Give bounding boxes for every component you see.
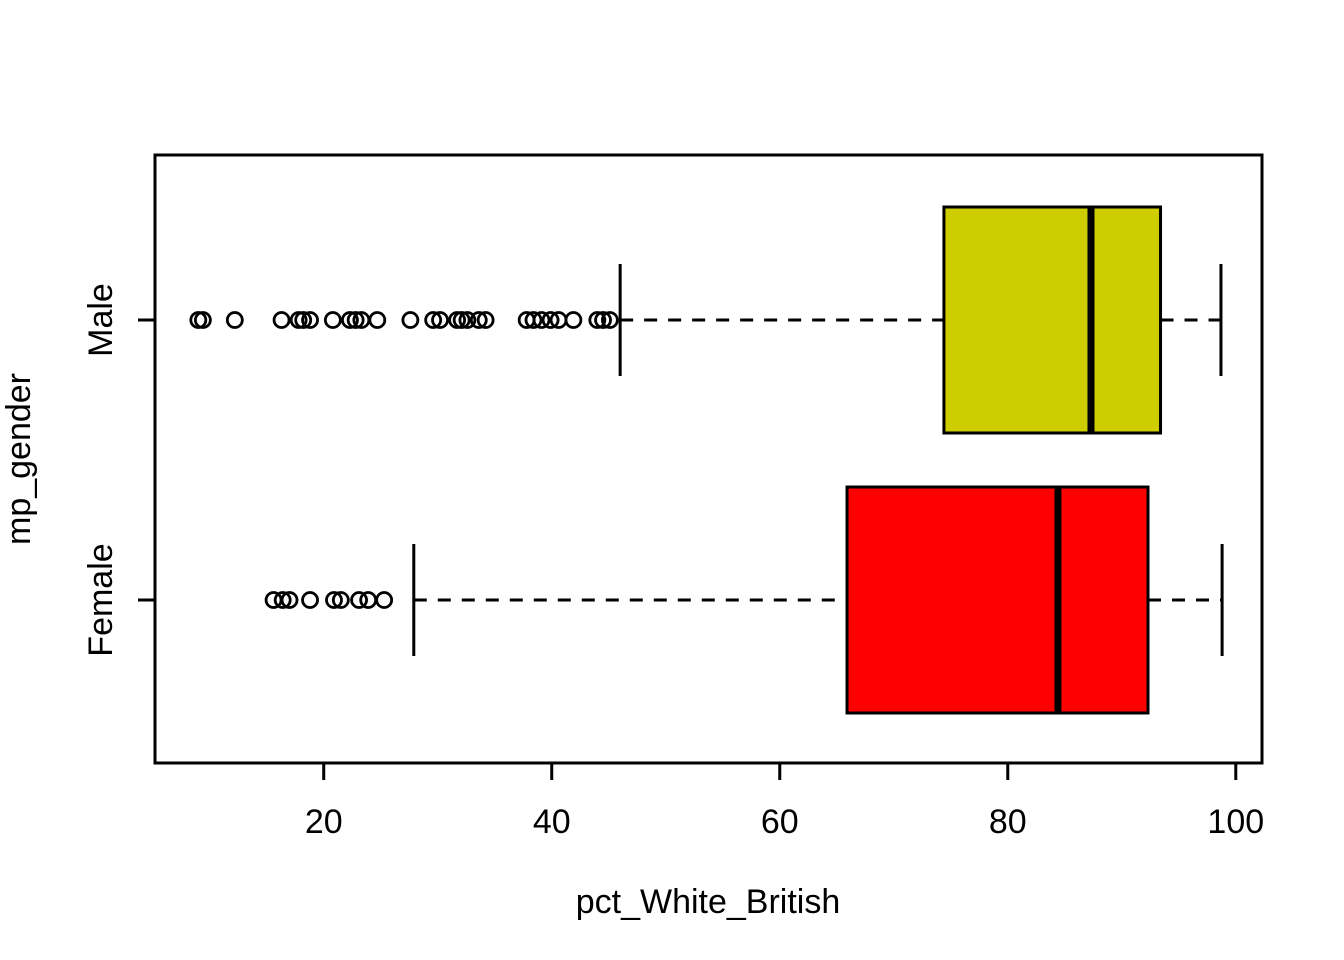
outlier-point-female: [359, 591, 378, 609]
outlier-point-male: [368, 311, 387, 329]
iqr-box-male: [942, 205, 1163, 435]
y-axis-title: mp_gender: [0, 373, 38, 545]
outlier-point-male: [469, 311, 488, 329]
outlier-point-male: [476, 311, 495, 329]
x-axis-tick-label: 60: [761, 803, 799, 841]
iqr-box-female: [845, 485, 1150, 715]
outlier-point-male: [452, 311, 471, 329]
outlier-point-male: [588, 311, 607, 329]
y-axis-tick-label-male: Male: [82, 283, 120, 357]
outlier-point-male: [301, 311, 319, 329]
outlier-point-male: [346, 311, 365, 329]
y-axis-tick-label-female: Female: [82, 543, 120, 656]
plot-border: [153, 153, 1264, 765]
outlier-point-male: [225, 311, 244, 329]
outlier-point-male: [524, 311, 543, 329]
outlier-point-male: [341, 311, 359, 329]
outlier-point-male: [594, 311, 612, 329]
x-axis-title: pct_White_British: [576, 883, 841, 921]
outlier-point-female: [375, 591, 394, 609]
outlier-point-male: [294, 311, 313, 329]
outlier-point-female: [325, 591, 343, 609]
x-axis-tick-label: 40: [533, 803, 571, 841]
outlier-point-female: [273, 591, 292, 609]
outlier-point-male: [600, 311, 619, 329]
outlier-point-female: [280, 591, 299, 609]
outlier-point-male: [272, 311, 291, 329]
outlier-point-male: [458, 311, 477, 329]
outlier-point-male: [541, 311, 560, 329]
x-axis-tick-label: 80: [989, 803, 1027, 841]
x-axis-tick-label: 100: [1207, 803, 1264, 841]
outlier-point-male: [564, 311, 583, 329]
outlier-point-male: [323, 311, 342, 329]
outlier-point-female: [331, 591, 350, 609]
outlier-point-male: [193, 311, 212, 329]
outlier-point-female: [350, 591, 368, 609]
x-axis-tick-label: 20: [305, 803, 343, 841]
outlier-point-male: [424, 311, 443, 329]
outlier-point-female: [301, 591, 319, 609]
outlier-point-male: [401, 311, 420, 329]
outlier-point-male: [431, 311, 449, 329]
outlier-point-male: [532, 311, 551, 329]
